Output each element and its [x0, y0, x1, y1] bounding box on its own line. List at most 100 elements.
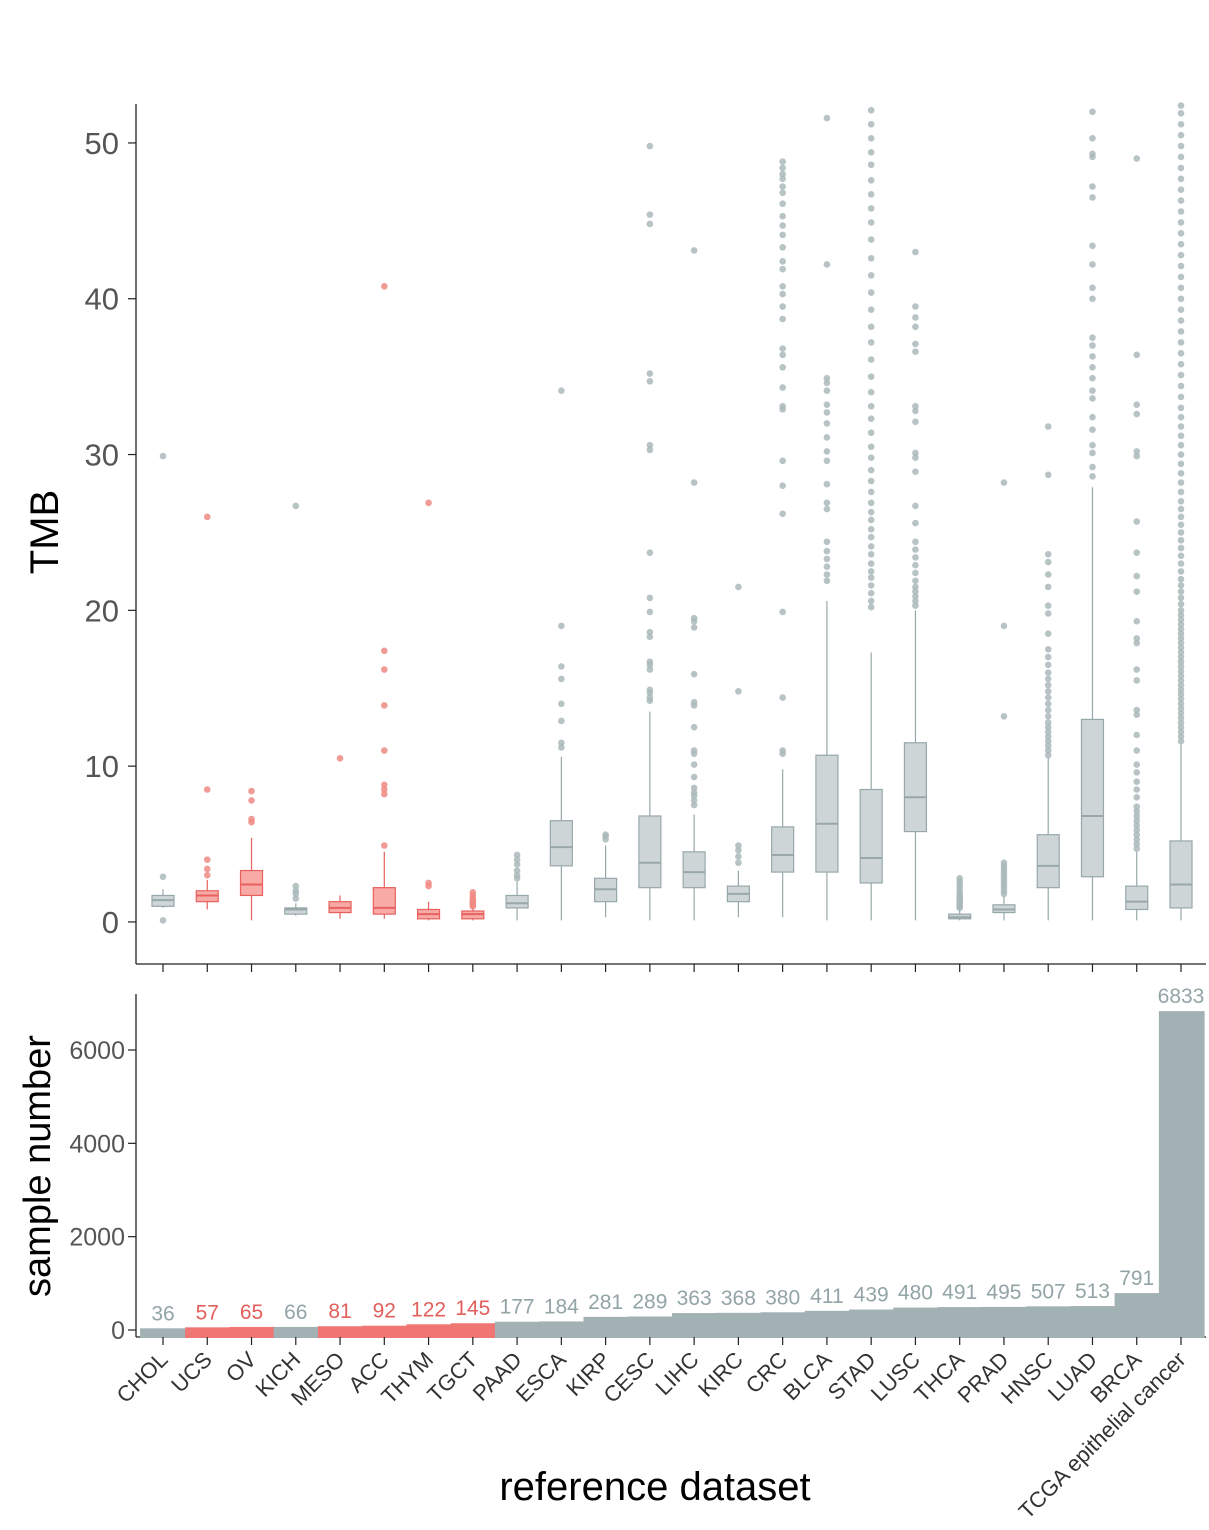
outlier-point — [690, 761, 698, 768]
outlier-point — [912, 418, 919, 426]
outlier-point — [1044, 669, 1052, 676]
outlier-point — [956, 875, 963, 882]
outlier-point — [912, 588, 919, 595]
outlier-point — [1177, 700, 1185, 708]
outlier-point — [779, 222, 786, 229]
outlier-point — [779, 183, 786, 190]
outlier-point — [1177, 658, 1185, 666]
outlier-point — [1044, 610, 1052, 617]
iqr-box — [815, 754, 839, 873]
outlier-point — [867, 597, 875, 605]
outlier-point — [912, 454, 919, 461]
outlier-point — [1177, 672, 1185, 680]
outlier-point — [1133, 706, 1141, 714]
outlier-point — [1177, 630, 1185, 638]
iqr-box — [372, 887, 396, 915]
outlier-point — [1044, 558, 1052, 566]
outlier-point — [1044, 675, 1052, 683]
outlier-point — [867, 106, 875, 114]
outlier-point — [867, 205, 875, 212]
outlier-point — [867, 488, 875, 496]
outlier-point — [1089, 261, 1096, 268]
outlier-point — [1177, 110, 1185, 117]
outlier-point — [779, 175, 786, 183]
iqr-box — [1169, 840, 1193, 909]
outlier-point — [1044, 737, 1052, 745]
outlier-point — [1177, 639, 1185, 647]
outlier-point — [1089, 363, 1096, 371]
outlier-point — [1133, 822, 1141, 829]
outlier-point — [823, 379, 831, 387]
outlier-point — [1089, 183, 1096, 190]
count-label-paad: 177 — [500, 1296, 535, 1319]
outlier-point — [867, 236, 875, 243]
outlier-point — [867, 550, 875, 558]
count-label-thym: 122 — [411, 1298, 446, 1321]
tmb-y-tick-label: 40 — [85, 282, 119, 317]
outlier-point — [1133, 666, 1141, 673]
outlier-point — [381, 842, 388, 849]
outlier-point — [646, 686, 654, 694]
outlier-point — [1177, 582, 1185, 589]
outlier-point — [646, 142, 654, 150]
outlier-point — [1133, 711, 1141, 719]
x-axis-title: reference dataset — [499, 1465, 810, 1509]
outlier-point — [646, 370, 654, 377]
outlier-point — [1133, 572, 1141, 580]
count-label-acc: 92 — [373, 1300, 396, 1323]
outlier-point — [1177, 709, 1185, 717]
outlier-point — [646, 446, 654, 454]
outlier-point — [1133, 351, 1141, 359]
outlier-point — [1177, 681, 1185, 689]
outlier-point — [1133, 401, 1141, 408]
outlier-point — [513, 871, 521, 879]
outlier-point — [558, 387, 565, 394]
count-label-ov: 65 — [240, 1301, 263, 1324]
outlier-point — [1000, 712, 1008, 720]
outlier-point — [1177, 360, 1185, 368]
sample-y-tick-label: 0 — [111, 1317, 125, 1345]
outlier-point — [779, 351, 786, 359]
outlier-point — [248, 797, 255, 804]
outlier-point — [558, 663, 565, 670]
outlier-point — [646, 594, 654, 602]
count-label-prad: 495 — [986, 1281, 1021, 1304]
tmb-y-tick-label: 10 — [85, 749, 119, 784]
outlier-point — [1177, 273, 1185, 281]
outlier-point — [823, 457, 831, 465]
outlier-point — [779, 170, 786, 178]
outlier-point — [1177, 505, 1185, 513]
outlier-point — [1177, 469, 1185, 477]
box-acc — [372, 282, 396, 919]
outlier-point — [1044, 681, 1052, 689]
outlier-point — [1177, 404, 1185, 412]
outlier-point — [1133, 840, 1141, 848]
outlier-point — [248, 787, 255, 795]
iqr-box — [859, 788, 883, 884]
tmb-y-ticks: 0 10 20 30 40 50 — [85, 126, 136, 940]
outlier-point — [867, 356, 875, 363]
outlier-point — [1133, 410, 1141, 418]
outlier-point — [1177, 529, 1185, 536]
outlier-point — [1133, 448, 1141, 455]
outlier-point — [469, 889, 477, 896]
outlier-point — [425, 879, 432, 887]
box-lihc — [682, 247, 706, 921]
outlier-point — [602, 831, 609, 838]
outlier-point — [867, 477, 875, 485]
box-thca — [948, 875, 972, 921]
outlier-point — [381, 702, 388, 709]
outlier-point — [823, 571, 831, 578]
outlier-point — [779, 363, 786, 371]
box-esca — [549, 387, 573, 921]
outlier-point — [867, 148, 875, 156]
outlier-point — [203, 513, 211, 521]
outlier-point — [1133, 677, 1141, 684]
outlier-point — [1133, 793, 1141, 801]
outlier-point — [823, 480, 831, 488]
outlier-point — [1177, 240, 1185, 248]
outlier-point — [1044, 630, 1052, 638]
outlier-point — [1133, 639, 1141, 647]
outlier-point — [1133, 786, 1141, 793]
outlier-point — [779, 231, 786, 239]
